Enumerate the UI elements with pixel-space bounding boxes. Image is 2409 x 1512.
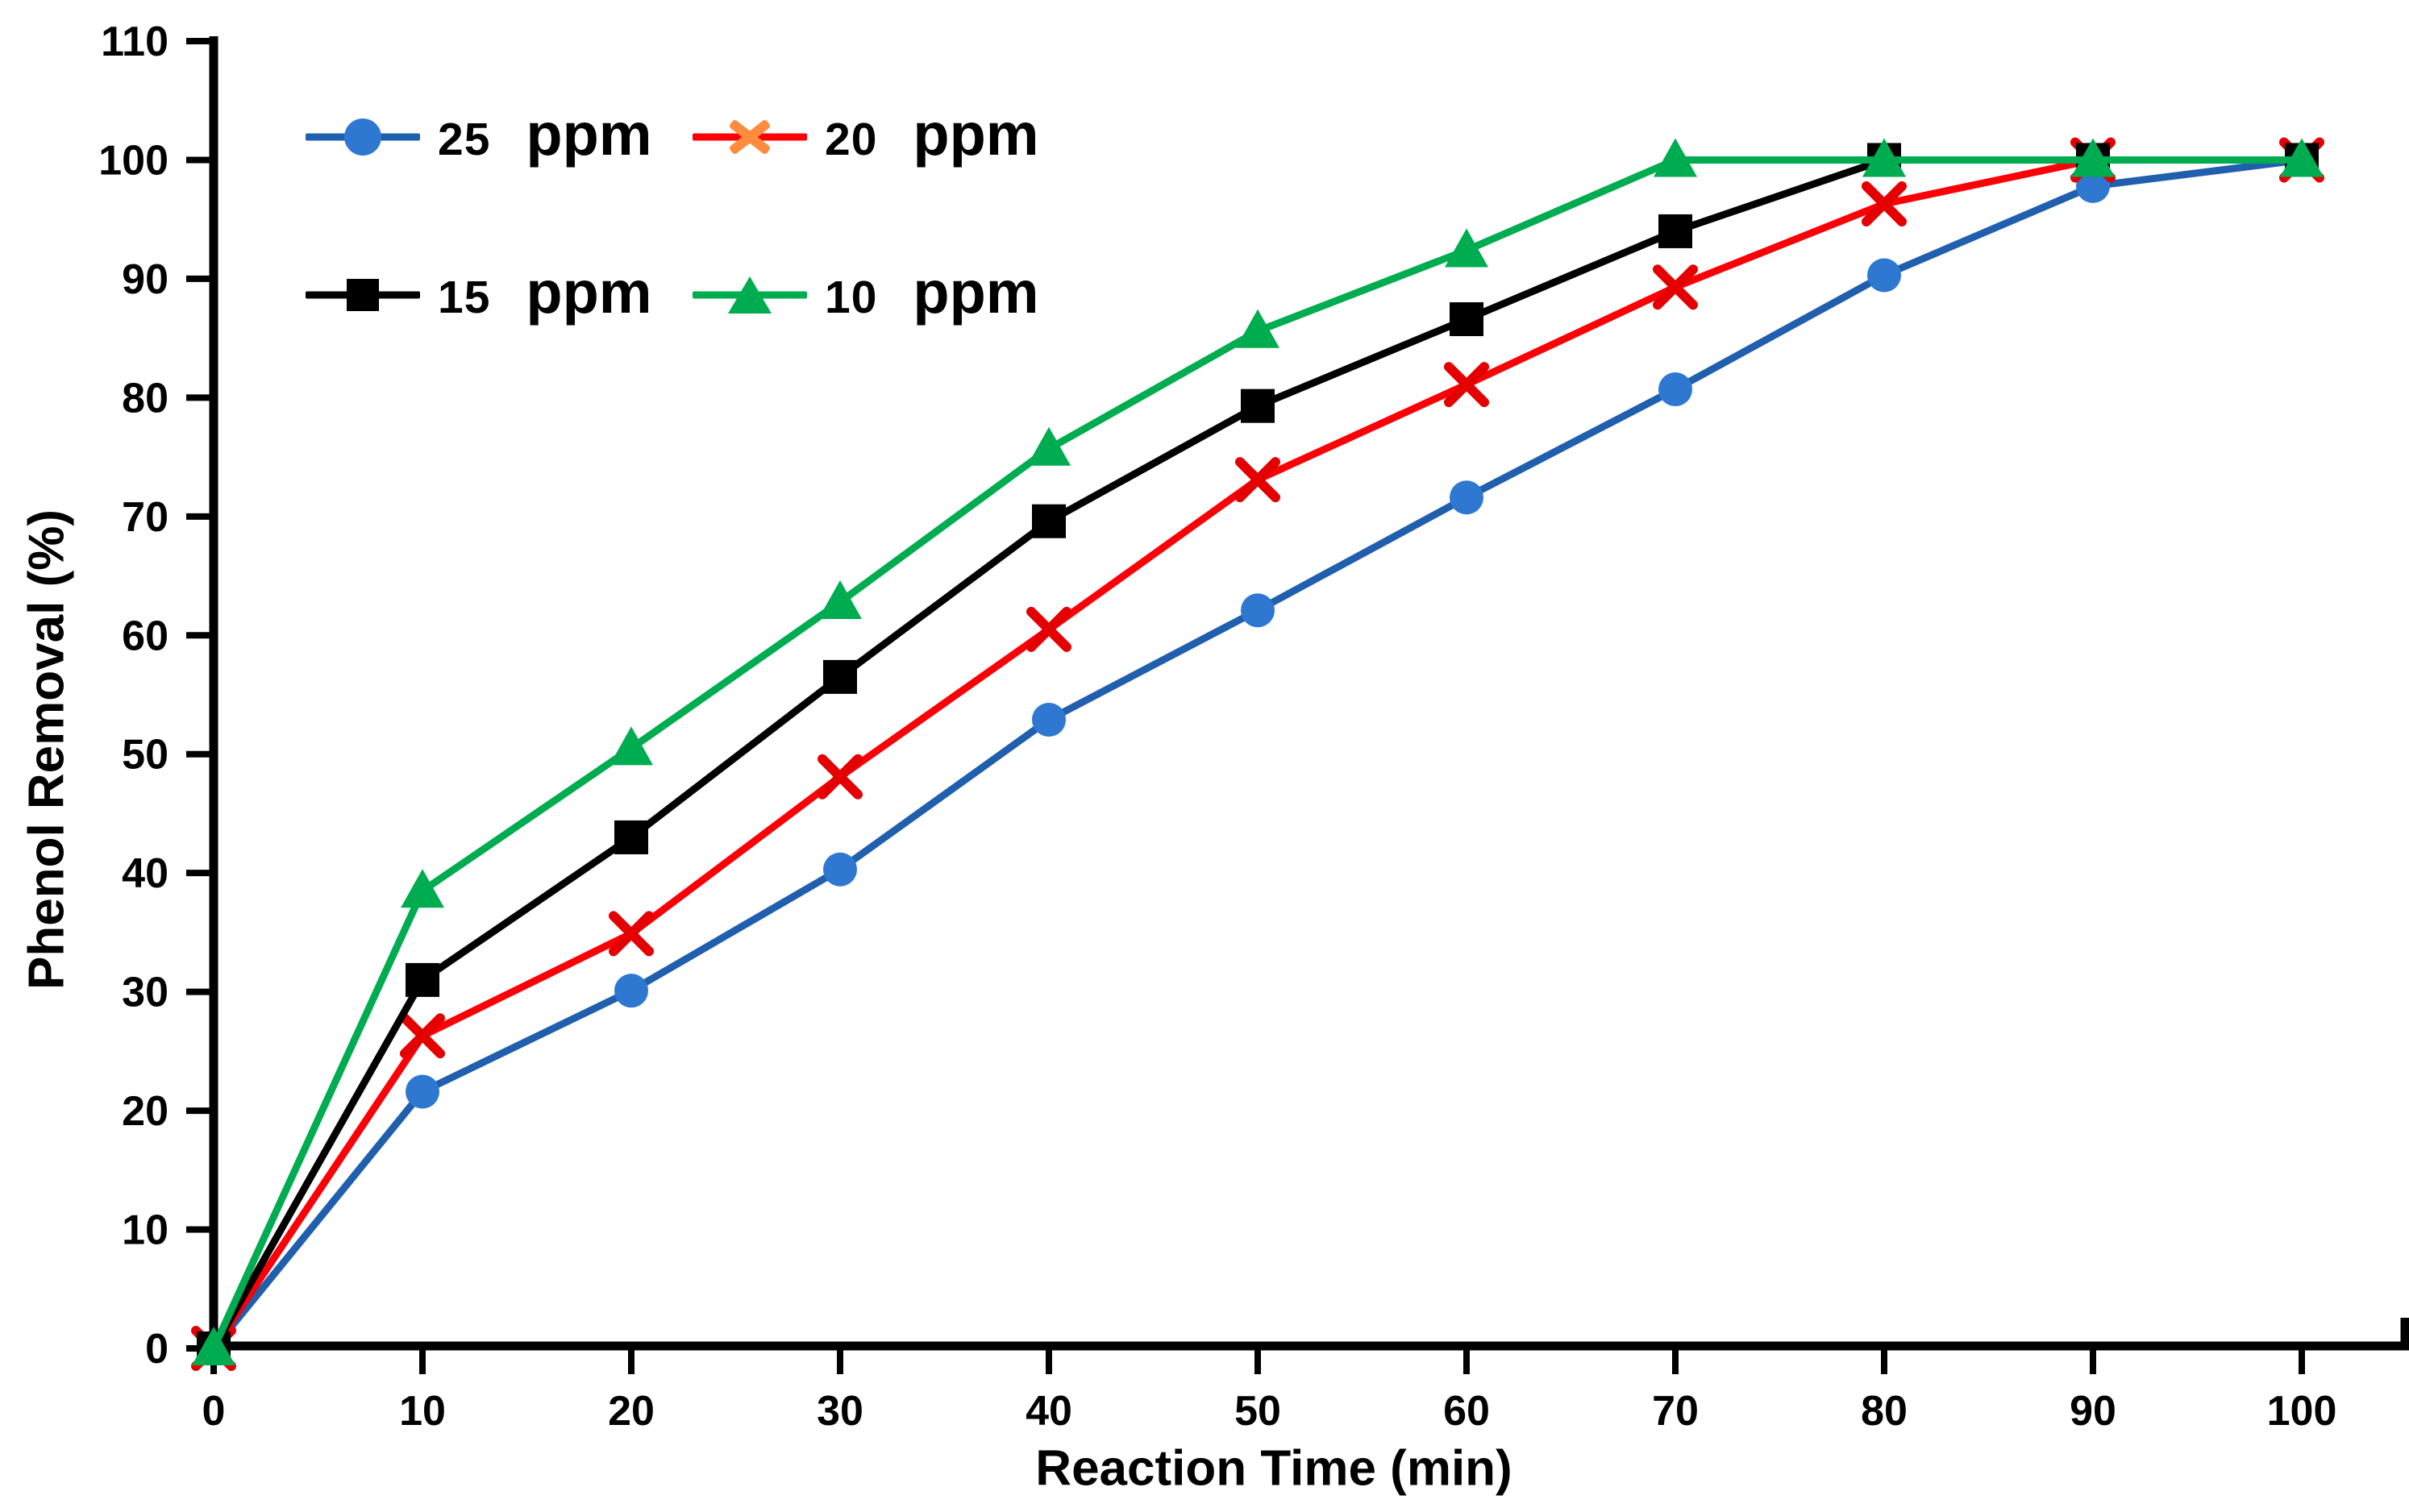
- x-axis-title: Reaction Time (min): [1035, 1440, 1512, 1497]
- svg-text:40: 40: [1026, 1388, 1072, 1435]
- legend-item-20ppm: 20 ppm: [693, 98, 1039, 176]
- svg-text:0: 0: [145, 1326, 169, 1373]
- square-marker-icon: [347, 279, 379, 311]
- tick-marks-and-labels: 0 10 20 30 40 50 60 70 80 90 100 110 0 10 20 30 40 50 60 70…: [98, 19, 2336, 1435]
- axes: [209, 36, 2409, 1351]
- legend-label: 10 ppm: [825, 259, 1039, 326]
- legend-label: 20 ppm: [825, 101, 1039, 168]
- svg-text:80: 80: [1861, 1388, 1908, 1435]
- legend-item-15ppm: 15 ppm: [306, 256, 652, 334]
- legend-unit: ppm: [913, 259, 1039, 326]
- legend-item-25ppm: 25 ppm: [306, 98, 652, 176]
- svg-text:30: 30: [817, 1388, 863, 1435]
- legend-item-10ppm: 10 ppm: [693, 256, 1039, 334]
- legend-number: 15: [438, 272, 491, 323]
- svg-text:90: 90: [2070, 1388, 2116, 1435]
- circle-marker-icon: [344, 118, 381, 156]
- svg-text:60: 60: [1443, 1388, 1490, 1435]
- legend-unit: ppm: [526, 259, 652, 326]
- legend-swatch: [306, 256, 420, 334]
- svg-text:10: 10: [399, 1388, 446, 1435]
- legend-unit: ppm: [526, 101, 652, 168]
- x-marker-icon: [726, 113, 774, 161]
- svg-text:50: 50: [1234, 1388, 1281, 1435]
- svg-text:100: 100: [2267, 1388, 2337, 1435]
- legend-swatch: [306, 98, 420, 176]
- triangle-marker-icon: [728, 276, 772, 314]
- svg-text:40: 40: [122, 850, 169, 897]
- svg-text:30: 30: [122, 970, 169, 1016]
- legend-swatch: [693, 256, 807, 334]
- svg-text:80: 80: [122, 375, 169, 422]
- svg-text:100: 100: [98, 137, 169, 184]
- svg-text:90: 90: [122, 256, 169, 303]
- svg-text:110: 110: [101, 19, 169, 65]
- svg-text:0: 0: [202, 1388, 226, 1435]
- svg-text:60: 60: [122, 613, 169, 659]
- legend-number: 20: [825, 114, 878, 165]
- legend-swatch: [693, 98, 807, 176]
- legend-number: 25: [438, 114, 491, 165]
- svg-text:50: 50: [122, 732, 169, 779]
- legend-label: 25 ppm: [438, 101, 652, 168]
- legend-label: 15 ppm: [438, 259, 652, 326]
- legend-number: 10: [825, 272, 878, 323]
- svg-text:20: 20: [122, 1088, 169, 1135]
- svg-text:20: 20: [608, 1388, 655, 1435]
- series-10-ppm: [192, 138, 2324, 1365]
- svg-text:10: 10: [122, 1207, 169, 1254]
- y-axis-title: Phenol Removal (%): [19, 509, 75, 990]
- legend-unit: ppm: [913, 101, 1039, 168]
- svg-text:70: 70: [122, 494, 169, 541]
- svg-text:70: 70: [1652, 1388, 1699, 1435]
